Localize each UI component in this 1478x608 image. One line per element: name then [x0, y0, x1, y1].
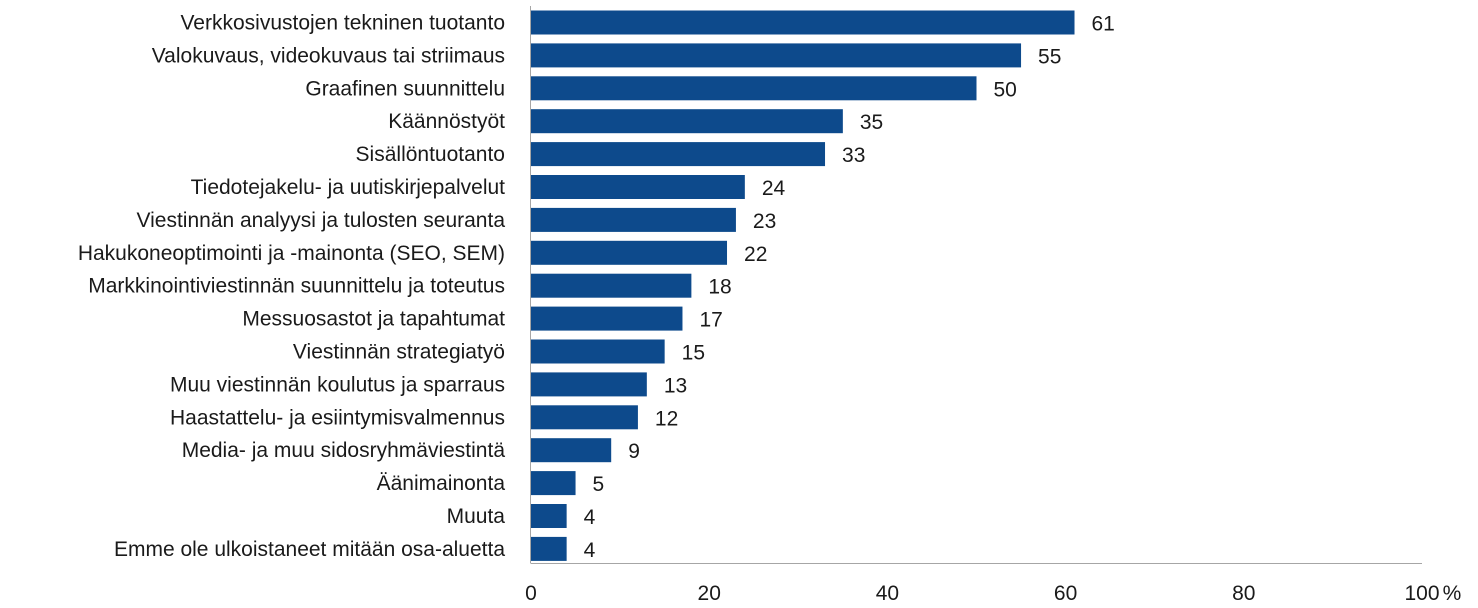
- labels-layer: Verkkosivustojen tekninen tuotanto 61 Valo…: [78, 12, 1115, 562]
- axis-layer: 0 20 40 60 80 100%: [525, 6, 1461, 605]
- data-label: 13: [664, 374, 687, 397]
- data-label: 15: [682, 342, 705, 365]
- data-label: 9: [628, 440, 640, 463]
- category-label: Graafinen suunnittelu: [305, 77, 505, 100]
- bar: [531, 43, 1022, 68]
- bar: [531, 273, 692, 298]
- data-label: 61: [1092, 13, 1115, 36]
- data-label: 35: [860, 111, 883, 134]
- data-label: 5: [593, 473, 605, 496]
- data-label: 50: [994, 78, 1017, 101]
- data-label: 17: [699, 309, 722, 332]
- x-tick-label: 20: [698, 582, 721, 605]
- x-axis-unit-label: %: [1443, 582, 1462, 605]
- data-label: 4: [584, 539, 596, 562]
- bar: [531, 339, 665, 364]
- x-tick-label: 60: [1054, 582, 1077, 605]
- category-label: Viestinnän strategiatyö: [293, 341, 505, 364]
- bars-layer: [531, 10, 1075, 561]
- bar: [531, 175, 745, 199]
- data-label: 24: [762, 177, 786, 200]
- category-label: Äänimainonta: [377, 472, 506, 495]
- category-label: Käännöstyöt: [388, 110, 505, 133]
- data-label: 55: [1038, 45, 1061, 68]
- bar: [531, 372, 647, 397]
- bar: [531, 306, 683, 331]
- bar: [531, 240, 728, 265]
- bar: [531, 10, 1075, 35]
- data-label: 12: [655, 407, 678, 430]
- category-label: Haastattelu- ja esiintymisvalmennus: [170, 406, 505, 429]
- category-label: Tiedotejakelu- ja uutiskirjepalvelut: [191, 176, 506, 199]
- category-label: Muuta: [447, 505, 506, 528]
- data-label: 4: [584, 506, 596, 529]
- category-label: Verkkosivustojen tekninen tuotanto: [180, 12, 505, 35]
- bar: [531, 536, 567, 561]
- data-label: 33: [842, 144, 865, 167]
- category-label: Viestinnän analyysi ja tulosten seuranta: [136, 209, 505, 232]
- category-label: Sisällöntuotanto: [356, 143, 505, 166]
- bar: [531, 142, 826, 167]
- bar: [531, 405, 638, 430]
- bar: [531, 207, 736, 232]
- category-label: Emme ole ulkoistaneet mitään osa-aluetta: [114, 538, 505, 561]
- category-label: Markkinointiviestinnän suunnittelu ja to…: [88, 275, 505, 298]
- bar: [531, 471, 576, 496]
- category-label: Hakukoneoptimointi ja -mainonta (SEO, SE…: [78, 242, 505, 265]
- data-label: 18: [708, 276, 731, 299]
- x-tick-label: 100: [1404, 582, 1439, 605]
- category-label: Valokuvaus, videokuvaus tai striimaus: [152, 44, 505, 67]
- bar: [531, 109, 843, 134]
- bar: [531, 504, 567, 528]
- data-label: 22: [744, 243, 767, 266]
- category-label: Muu viestinnän koulutus ja sparraus: [170, 373, 505, 396]
- bar: [531, 76, 977, 101]
- x-tick-label: 40: [876, 582, 899, 605]
- x-tick-label: 0: [525, 582, 537, 605]
- category-label: Media- ja muu sidosryhmäviestintä: [182, 439, 506, 462]
- category-label: Messuosastot ja tapahtumat: [242, 308, 505, 331]
- x-tick-label: 80: [1232, 582, 1255, 605]
- bar: [531, 438, 612, 463]
- data-label: 23: [753, 210, 776, 233]
